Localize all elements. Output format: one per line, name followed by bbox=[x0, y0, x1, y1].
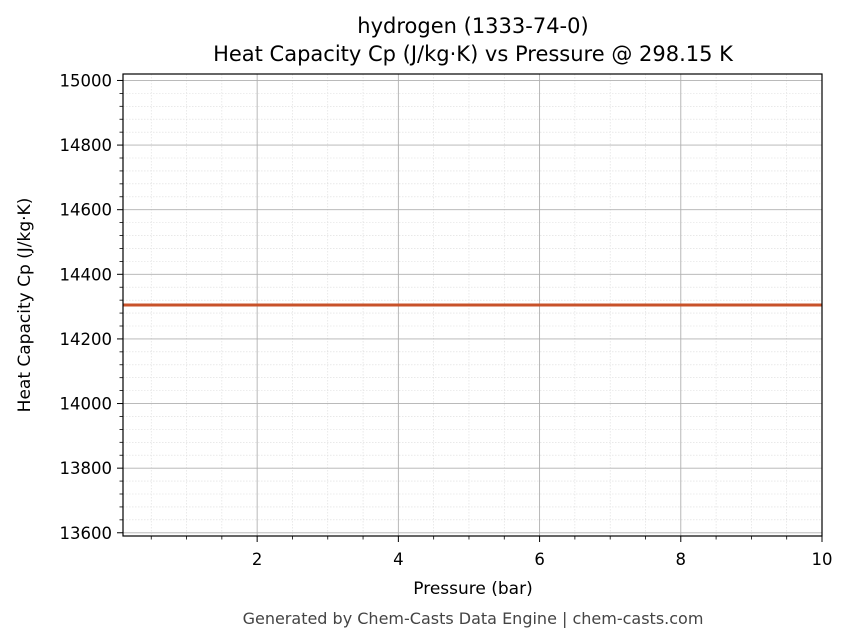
footer-credit: Generated by Chem-Casts Data Engine | ch… bbox=[243, 609, 704, 628]
x-tick-label: 4 bbox=[393, 550, 404, 569]
x-axis-label: Pressure (bar) bbox=[413, 579, 532, 599]
y-tick-label: 13800 bbox=[60, 459, 113, 478]
x-tick-label: 8 bbox=[676, 550, 687, 569]
tick-labels: 2 4 6 8 10 13600 13800 14000 14200 14400 14600 1480… bbox=[60, 71, 833, 569]
x-tick-label: 10 bbox=[812, 550, 833, 569]
x-tick-label: 2 bbox=[252, 550, 263, 569]
y-tick-label: 14600 bbox=[60, 201, 113, 220]
chart-title: hydrogen (1333-74-0) bbox=[357, 14, 588, 38]
y-tick-label: 14400 bbox=[60, 265, 113, 284]
y-axis-label: Heat Capacity Cp (J/kg·K) bbox=[15, 198, 35, 413]
y-tick-label: 13600 bbox=[60, 524, 113, 543]
y-tick-label: 15000 bbox=[60, 71, 113, 90]
plot-frame bbox=[122, 73, 823, 537]
y-tick-label: 14200 bbox=[60, 330, 113, 349]
y-tick-label: 14000 bbox=[60, 395, 113, 414]
axis-ticks bbox=[117, 79, 823, 542]
x-tick-label: 6 bbox=[534, 550, 545, 569]
y-tick-label: 14800 bbox=[60, 136, 113, 155]
chart-subtitle: Heat Capacity Cp (J/kg·K) vs Pressure @ … bbox=[213, 42, 734, 66]
plot-border bbox=[122, 73, 823, 537]
